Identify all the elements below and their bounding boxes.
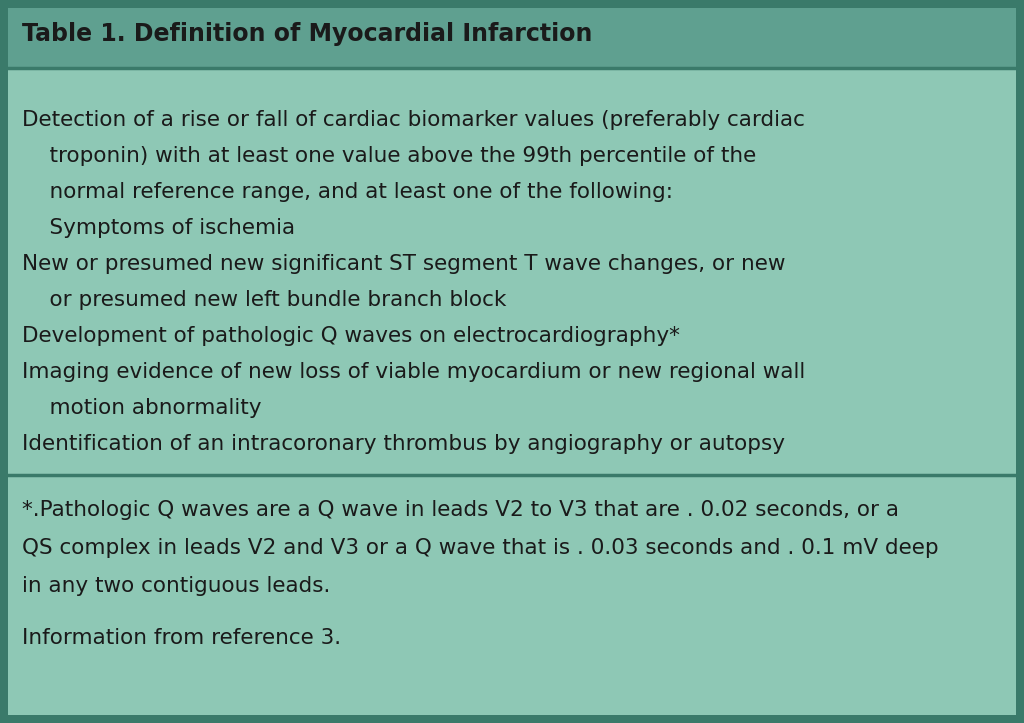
Bar — [1016, 0, 1024, 723]
Text: *.Pathologic Q waves are a Q wave in leads V2 to V3 that are . 0.02 seconds, or : *.Pathologic Q waves are a Q wave in lea… — [22, 500, 899, 520]
Text: Development of pathologic Q waves on electrocardiography*: Development of pathologic Q waves on ele… — [22, 326, 680, 346]
Bar — [8, 8, 1016, 68]
Bar — [0, 0, 8, 723]
Text: New or presumed new significant ST segment T wave changes, or new: New or presumed new significant ST segme… — [22, 254, 785, 274]
Text: Detection of a rise or fall of cardiac biomarker values (preferably cardiac: Detection of a rise or fall of cardiac b… — [22, 110, 805, 130]
Text: troponin) with at least one value above the 99th percentile of the: troponin) with at least one value above … — [22, 146, 757, 166]
Bar — [0, 0, 1024, 8]
Text: Imaging evidence of new loss of viable myocardium or new regional wall: Imaging evidence of new loss of viable m… — [22, 362, 805, 382]
Text: in any two contiguous leads.: in any two contiguous leads. — [22, 576, 331, 596]
Text: Symptoms of ischemia: Symptoms of ischemia — [22, 218, 295, 238]
Text: normal reference range, and at least one of the following:: normal reference range, and at least one… — [22, 182, 673, 202]
Text: motion abnormality: motion abnormality — [22, 398, 261, 418]
Bar — [0, 715, 1024, 723]
Text: Identification of an intracoronary thrombus by angiography or autopsy: Identification of an intracoronary throm… — [22, 434, 785, 454]
Text: Table 1. Definition of Myocardial Infarction: Table 1. Definition of Myocardial Infarc… — [22, 22, 592, 46]
Text: Information from reference 3.: Information from reference 3. — [22, 628, 341, 648]
Text: QS complex in leads V2 and V3 or a Q wave that is . 0.03 seconds and . 0.1 mV de: QS complex in leads V2 and V3 or a Q wav… — [22, 538, 939, 558]
Text: or presumed new left bundle branch block: or presumed new left bundle branch block — [22, 290, 507, 310]
